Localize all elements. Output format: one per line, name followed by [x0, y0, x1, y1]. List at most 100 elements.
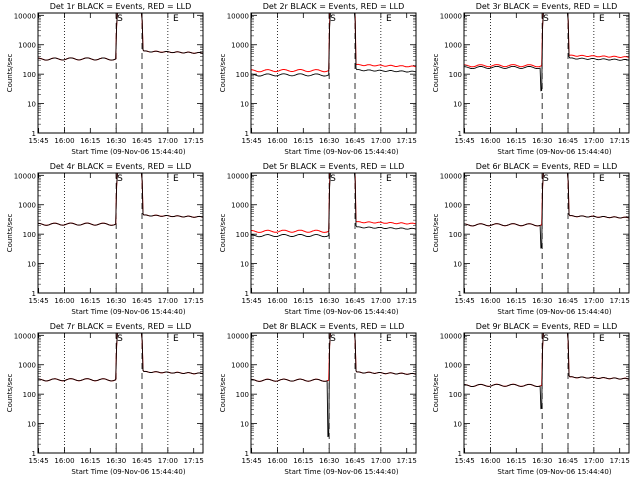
plot-frame: [37, 12, 204, 134]
end-marker: E: [599, 174, 605, 184]
x-tick-label: 16:30: [106, 457, 126, 465]
y-tick-label: 1000: [231, 362, 249, 370]
detector-panel: Det 3r BLACK = Events, RED = LLD Counts/s…: [432, 2, 630, 156]
x-tick-label: 16:00: [54, 457, 74, 465]
y-axis-label: Counts/sec: [432, 374, 440, 413]
y-tick-label: 10: [27, 101, 36, 109]
x-tick-label: 16:00: [54, 297, 74, 305]
x-tick-label: 17:15: [610, 137, 630, 145]
x-tick-label: 17:00: [158, 297, 178, 305]
y-tick-label: 1000: [18, 42, 36, 50]
y-tick-label: 1: [458, 290, 462, 298]
events-series: [464, 173, 629, 249]
y-tick-label: 1: [458, 130, 462, 138]
y-tick-label: 10000: [14, 172, 36, 180]
panel-title: Det 2r BLACK = Events, RED = LLD: [263, 2, 405, 11]
x-axis-label: Start Time (09-Nov-06 15:44:40): [497, 148, 611, 156]
x-tick-label: 16:00: [267, 457, 287, 465]
x-tick-label: 16:30: [319, 457, 339, 465]
x-tick-label: 17:00: [584, 457, 604, 465]
x-tick-label: 16:45: [558, 457, 578, 465]
plot-frame: [250, 172, 417, 294]
x-axis-label: Start Time (09-Nov-06 15:44:40): [71, 308, 185, 316]
y-tick-label: 10: [453, 101, 462, 109]
y-tick-label: 100: [23, 391, 36, 399]
end-marker: E: [173, 174, 179, 184]
lld-series: [251, 13, 416, 73]
events-series: [251, 173, 416, 238]
x-tick-label: 15:45: [455, 457, 475, 465]
y-tick-label: 1000: [231, 42, 249, 50]
y-tick-label: 1000: [444, 202, 462, 210]
detector-panel: Det 4r BLACK = Events, RED = LLD Counts/s…: [6, 162, 204, 316]
y-tick-label: 1000: [18, 202, 36, 210]
y-axis-label: Counts/sec: [6, 374, 14, 413]
panel-title: Det 5r BLACK = Events, RED = LLD: [263, 162, 405, 171]
x-tick-label: 16:45: [558, 137, 578, 145]
y-tick-label: 100: [236, 71, 249, 79]
lld-series: [464, 13, 629, 68]
x-tick-label: 17:15: [184, 457, 204, 465]
x-tick-label: 16:15: [80, 457, 100, 465]
y-tick-label: 1000: [444, 362, 462, 370]
detector-panel: Det 5r BLACK = Events, RED = LLD Counts/s…: [219, 162, 417, 316]
x-tick-label: 16:30: [106, 297, 126, 305]
y-tick-label: 10: [27, 261, 36, 269]
x-tick-label: 16:00: [267, 137, 287, 145]
panel-title: Det 7r BLACK = Events, RED = LLD: [50, 322, 192, 331]
x-tick-label: 16:15: [506, 457, 526, 465]
y-tick-label: 1000: [231, 202, 249, 210]
panel-title: Det 9r BLACK = Events, RED = LLD: [476, 322, 618, 331]
y-tick-label: 1: [32, 450, 36, 458]
y-axis-label: Counts/sec: [219, 214, 227, 253]
y-tick-label: 10: [453, 261, 462, 269]
x-tick-label: 17:00: [371, 137, 391, 145]
lld-series: [464, 333, 629, 387]
x-tick-label: 16:00: [480, 297, 500, 305]
x-tick-label: 16:30: [106, 137, 126, 145]
x-tick-label: 16:15: [506, 137, 526, 145]
end-marker: E: [599, 14, 605, 24]
x-tick-label: 16:00: [480, 137, 500, 145]
plot-frame: [250, 332, 417, 454]
x-tick-label: 17:00: [371, 457, 391, 465]
x-tick-label: 17:15: [397, 457, 417, 465]
x-tick-label: 15:45: [29, 297, 49, 305]
plot-frame: [463, 172, 630, 294]
x-tick-label: 17:00: [158, 137, 178, 145]
y-tick-label: 1: [245, 290, 249, 298]
end-marker: E: [386, 14, 392, 24]
events-series: [38, 173, 203, 226]
x-tick-label: 16:00: [480, 457, 500, 465]
x-tick-label: 16:30: [532, 457, 552, 465]
y-tick-label: 1000: [444, 42, 462, 50]
y-tick-label: 100: [236, 231, 249, 239]
x-tick-label: 16:15: [80, 297, 100, 305]
start-marker: S: [330, 334, 336, 344]
y-tick-label: 100: [23, 71, 36, 79]
x-tick-label: 16:45: [132, 137, 152, 145]
start-marker: S: [543, 174, 549, 184]
detector-panel: Det 2r BLACK = Events, RED = LLD Counts/s…: [219, 2, 417, 156]
y-tick-label: 1: [32, 290, 36, 298]
end-marker: E: [386, 334, 392, 344]
x-axis-label: Start Time (09-Nov-06 15:44:40): [284, 308, 398, 316]
events-series: [251, 13, 416, 77]
start-marker: S: [543, 14, 549, 24]
panel-title: Det 3r BLACK = Events, RED = LLD: [476, 2, 618, 11]
y-tick-label: 10: [240, 421, 249, 429]
y-tick-label: 10000: [227, 172, 249, 180]
y-tick-label: 1: [32, 130, 36, 138]
plot-frame: [463, 12, 630, 134]
y-tick-label: 100: [236, 391, 249, 399]
x-tick-label: 16:45: [132, 297, 152, 305]
plot-frame: [37, 172, 204, 294]
events-series: [38, 333, 203, 382]
end-marker: E: [173, 14, 179, 24]
plot-frame: [37, 332, 204, 454]
x-axis-label: Start Time (09-Nov-06 15:44:40): [497, 468, 611, 476]
plot-frame: [250, 12, 417, 134]
x-tick-label: 17:15: [610, 457, 630, 465]
x-tick-label: 15:45: [242, 137, 262, 145]
x-tick-label: 16:15: [293, 137, 313, 145]
